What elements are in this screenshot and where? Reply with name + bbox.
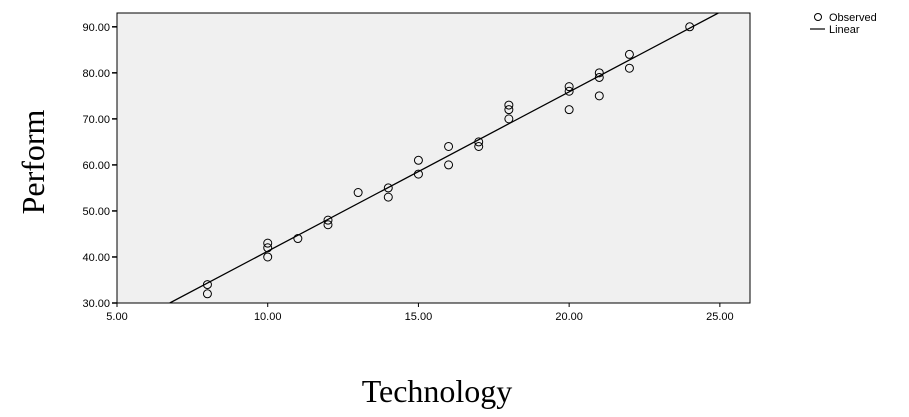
plot-area: [116, 12, 751, 304]
x-tick-label-0: 5.00: [106, 311, 127, 323]
y-tick-label-3: 60.00: [82, 160, 110, 172]
observed-point-25: [594, 91, 604, 101]
y-tick-label-1: 40.00: [82, 252, 110, 264]
legend-observed-label: Observed: [829, 12, 877, 24]
observed-point-2: [263, 238, 273, 248]
y-tick-label-0: 30.00: [82, 298, 110, 310]
observed-point-5: [293, 234, 303, 244]
legend-linear-label: Linear: [829, 24, 860, 36]
observed-point-9: [383, 183, 393, 193]
x-tick-label-1: 10.00: [254, 311, 282, 323]
y-tick-label-5: 80.00: [82, 68, 110, 80]
observed-point-6: [323, 215, 333, 225]
observed-point-20: [564, 82, 574, 92]
observed-point-24: [594, 72, 604, 82]
observed-point-12: [413, 169, 423, 179]
legend-observed-marker: [814, 13, 822, 21]
y-tick-label-4: 70.00: [82, 114, 110, 126]
observed-point-10: [383, 192, 393, 202]
observed-point-14: [444, 160, 454, 170]
observed-point-23: [594, 68, 604, 78]
observed-point-7: [323, 220, 333, 230]
y-tick-label-2: 50.00: [82, 206, 110, 218]
legend: Observed Linear: [810, 12, 877, 36]
observed-point-8: [353, 188, 363, 198]
linear-fit-line: [169, 13, 719, 303]
observed-point-17: [504, 100, 514, 110]
observed-point-21: [564, 86, 574, 96]
observed-point-3: [263, 243, 273, 253]
observed-point-22: [564, 105, 574, 115]
observed-point-11: [413, 155, 423, 165]
observed-point-4: [263, 252, 273, 262]
observed-point-18: [504, 105, 514, 115]
x-tick-label-2: 15.00: [405, 311, 433, 323]
observed-point-27: [624, 63, 634, 73]
x-axis-title: Technology: [362, 373, 513, 409]
observed-point-0: [202, 280, 212, 290]
observed-point-28: [685, 22, 695, 32]
x-tick-label-4: 25.00: [706, 311, 734, 323]
y-tick-label-6: 90.00: [82, 22, 110, 34]
observed-point-19: [504, 114, 514, 124]
observed-point-16: [474, 141, 484, 151]
x-tick-label-3: 20.00: [555, 311, 583, 323]
observed-point-26: [624, 49, 634, 59]
observed-point-15: [474, 137, 484, 147]
y-axis-title: Perform: [15, 109, 51, 214]
observed-point-13: [444, 141, 454, 151]
observed-point-1: [202, 289, 212, 299]
